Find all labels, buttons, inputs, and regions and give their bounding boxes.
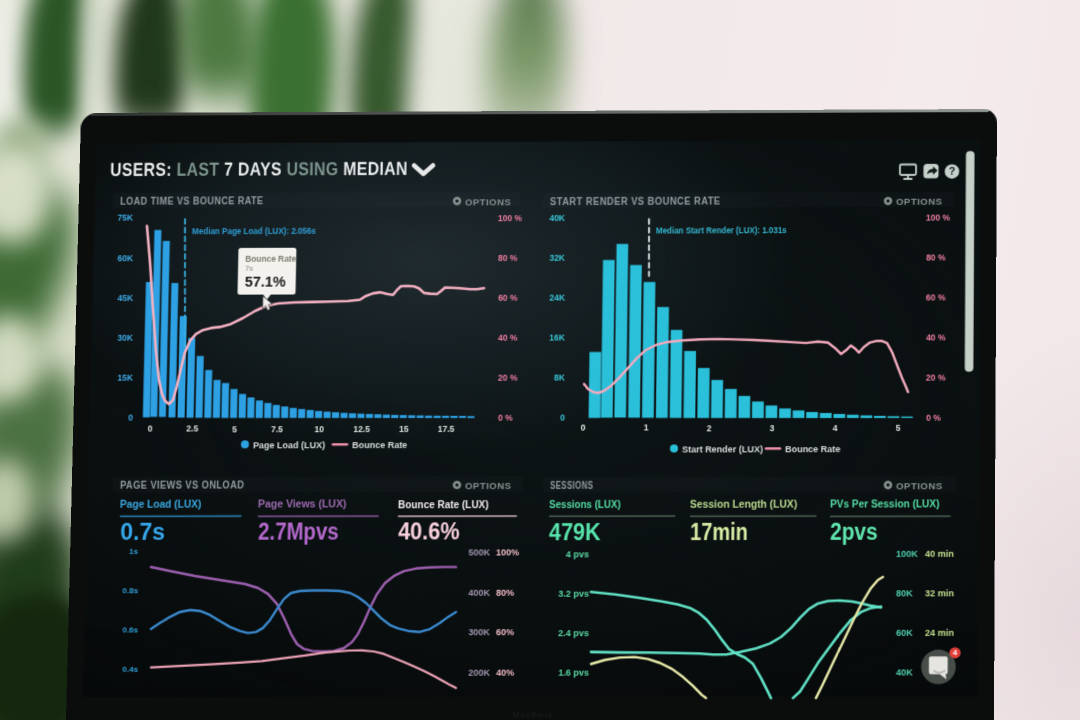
svg-text:Bounce Rate (LUX): Bounce Rate (LUX)	[398, 500, 489, 511]
svg-text:20 %: 20 %	[498, 373, 518, 383]
svg-text:0 %: 0 %	[498, 413, 513, 423]
svg-text:Bounce Rate: Bounce Rate	[785, 444, 841, 454]
svg-text:32 min: 32 min	[925, 588, 954, 598]
svg-text:15: 15	[399, 424, 409, 434]
svg-text:40 min: 40 min	[925, 549, 954, 559]
svg-text:4: 4	[953, 648, 958, 657]
svg-text:60K: 60K	[896, 628, 913, 638]
svg-text:0: 0	[128, 413, 133, 423]
svg-text:40K: 40K	[549, 213, 565, 223]
svg-text:2pvs: 2pvs	[830, 518, 878, 545]
svg-text:40 %: 40 %	[926, 333, 946, 343]
svg-text:40K: 40K	[896, 668, 913, 678]
svg-text:40 %: 40 %	[498, 333, 518, 343]
svg-text:80 %: 80 %	[926, 253, 946, 263]
svg-text:MacBook: MacBook	[513, 710, 554, 719]
svg-text:Page Views (LUX): Page Views (LUX)	[258, 500, 347, 511]
svg-text:OPTIONS: OPTIONS	[896, 196, 943, 207]
svg-text:0: 0	[560, 413, 565, 423]
svg-text:Sessions (LUX): Sessions (LUX)	[549, 500, 621, 511]
svg-text:15K: 15K	[117, 373, 133, 383]
svg-text:Bounce Rate: Bounce Rate	[245, 254, 296, 264]
svg-text:PAGE VIEWS VS ONLOAD: PAGE VIEWS VS ONLOAD	[120, 481, 245, 492]
svg-text:3: 3	[770, 423, 775, 433]
svg-text:0: 0	[581, 423, 586, 433]
svg-text:60 %: 60 %	[498, 293, 518, 303]
svg-text:24 min: 24 min	[925, 628, 954, 638]
svg-text:0.4s: 0.4s	[122, 665, 138, 674]
svg-text:2.5: 2.5	[186, 424, 198, 434]
svg-text:24K: 24K	[549, 293, 565, 303]
svg-text:30K: 30K	[117, 333, 133, 343]
svg-text:300K: 300K	[468, 627, 490, 637]
svg-text:?: ?	[949, 167, 956, 178]
svg-text:100%: 100%	[496, 548, 519, 558]
svg-text:32K: 32K	[549, 253, 565, 263]
svg-text:Page Load (LUX): Page Load (LUX)	[253, 440, 325, 450]
svg-text:7.5: 7.5	[271, 424, 283, 434]
svg-text:2: 2	[707, 423, 712, 433]
svg-text:1.6 pvs: 1.6 pvs	[558, 667, 589, 677]
svg-text:20 %: 20 %	[926, 373, 946, 383]
svg-text:4 pvs: 4 pvs	[566, 549, 589, 559]
svg-text:OPTIONS: OPTIONS	[896, 480, 943, 491]
svg-text:4: 4	[833, 423, 838, 433]
svg-text:Start Render (LUX): Start Render (LUX)	[682, 444, 763, 454]
svg-text:200K: 200K	[468, 667, 490, 677]
svg-text:0: 0	[148, 424, 153, 434]
svg-text:LOAD TIME VS BOUNCE RATE: LOAD TIME VS BOUNCE RATE	[120, 196, 264, 208]
svg-text:0 %: 0 %	[926, 413, 941, 423]
svg-text:60 %: 60 %	[926, 293, 946, 303]
svg-text:80K: 80K	[896, 588, 913, 598]
svg-text:12.5: 12.5	[353, 424, 370, 434]
svg-text:100 %: 100 %	[498, 213, 523, 223]
svg-text:40.6%: 40.6%	[398, 519, 460, 546]
svg-text:OPTIONS: OPTIONS	[465, 196, 511, 207]
svg-text:45K: 45K	[117, 293, 133, 303]
svg-text:START RENDER VS BOUNCE RATE: START RENDER VS BOUNCE RATE	[550, 196, 721, 208]
svg-text:100 %: 100 %	[926, 213, 951, 223]
svg-text:17.5: 17.5	[438, 424, 455, 434]
svg-text:Session Length (LUX): Session Length (LUX)	[690, 500, 797, 511]
svg-text:500K: 500K	[468, 548, 490, 558]
svg-text:60%: 60%	[496, 627, 514, 637]
svg-text:SESSIONS: SESSIONS	[550, 481, 594, 492]
svg-text:60K: 60K	[117, 253, 133, 263]
svg-text:1: 1	[644, 423, 649, 433]
svg-text:Page Load (LUX): Page Load (LUX)	[120, 500, 202, 511]
svg-text:Median Start Render (LUX): 1.0: Median Start Render (LUX): 1.031s	[656, 224, 787, 236]
svg-text:2.7Mpvs: 2.7Mpvs	[258, 519, 339, 546]
svg-text:Bounce Rate: Bounce Rate	[352, 440, 407, 450]
svg-text:USERS: LAST 7 DAYS USING MEDIA: USERS: LAST 7 DAYS USING MEDIAN	[110, 157, 408, 180]
svg-text:2.4 pvs: 2.4 pvs	[558, 628, 589, 638]
svg-text:479K: 479K	[549, 518, 601, 545]
svg-text:Median Page Load (LUX): 2.056s: Median Page Load (LUX): 2.056s	[192, 225, 316, 236]
svg-text:PVs Per Session (LUX): PVs Per Session (LUX)	[830, 500, 940, 511]
svg-text:8K: 8K	[554, 373, 565, 383]
svg-text:17min: 17min	[690, 518, 748, 545]
svg-text:16K: 16K	[549, 333, 565, 343]
svg-text:3.2 pvs: 3.2 pvs	[558, 588, 589, 598]
svg-text:80 %: 80 %	[498, 253, 518, 263]
svg-text:1s: 1s	[129, 547, 139, 556]
svg-text:57.1%: 57.1%	[245, 274, 287, 291]
svg-text:0.7s: 0.7s	[120, 519, 166, 545]
svg-text:OPTIONS: OPTIONS	[465, 480, 512, 491]
svg-text:5: 5	[896, 423, 901, 433]
svg-text:400K: 400K	[468, 588, 490, 598]
svg-text:75K: 75K	[117, 213, 133, 223]
svg-text:0.6s: 0.6s	[122, 625, 138, 634]
svg-text:100K: 100K	[896, 549, 918, 559]
svg-text:7s: 7s	[245, 264, 254, 273]
svg-text:5: 5	[232, 424, 237, 434]
svg-text:80%: 80%	[496, 588, 514, 598]
svg-text:0.8s: 0.8s	[122, 586, 138, 595]
svg-text:40%: 40%	[496, 667, 514, 677]
svg-text:10: 10	[314, 424, 324, 434]
